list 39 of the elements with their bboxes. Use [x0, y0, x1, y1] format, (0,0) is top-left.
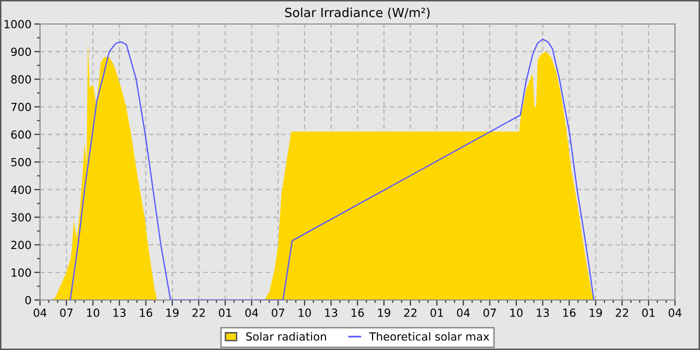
x-tick-label: 01: [642, 308, 655, 317]
x-tick-label: 04: [668, 308, 682, 317]
y-tick-label: 300: [11, 213, 31, 222]
x-tick-label: 13: [325, 308, 338, 317]
y-tick-label: 1000: [4, 20, 31, 28]
y-tick-label: 0: [25, 296, 31, 304]
x-tick-label: 19: [590, 308, 602, 317]
x-tick-label: 16: [352, 308, 364, 317]
x-tick-label: 22: [616, 308, 628, 317]
x-tick-label: 04: [34, 308, 46, 317]
x-tick-label: 22: [404, 308, 416, 317]
y-tick-label: 600: [11, 130, 31, 139]
y-tick-label: 200: [11, 240, 31, 250]
x-tick-label: 16: [563, 308, 576, 317]
chart-title: Solar Irradiance (W/m²): [285, 8, 430, 19]
x-tick-label: 10: [87, 308, 100, 317]
y-tick-label: 100: [12, 268, 31, 277]
x-tick-label: 22: [192, 308, 205, 317]
x-tick-label: 07: [483, 308, 496, 317]
x-tick-label: 19: [378, 308, 390, 317]
y-tick-label: 800: [11, 75, 31, 84]
y-tick-label: 400: [11, 186, 31, 194]
x-tick-label: 16: [140, 308, 152, 317]
x-tick-label: 13: [536, 308, 549, 317]
y-tick-label: 700: [11, 102, 31, 112]
y-tick-label: 500: [11, 158, 31, 166]
x-tick-label: 04: [245, 308, 258, 317]
x-tick-label: 07: [272, 308, 284, 317]
x-tick-label: 01: [218, 308, 232, 317]
x-tick-label: 04: [456, 308, 470, 317]
legend-label: Solar radiation: [246, 332, 326, 341]
x-tick-label: 10: [298, 308, 311, 317]
x-tick-label: 07: [60, 308, 73, 317]
x-tick-label: 01: [430, 308, 443, 317]
x-tick-label: 19: [166, 308, 179, 317]
x-tick-label: 13: [114, 308, 126, 317]
legend-label: Theoretical solar max: [369, 332, 490, 341]
y-tick-label: 900: [11, 48, 31, 56]
x-tick-label: 10: [510, 308, 523, 317]
